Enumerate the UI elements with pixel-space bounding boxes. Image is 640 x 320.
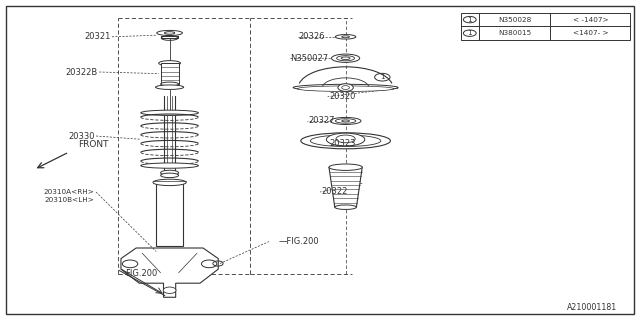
Ellipse shape bbox=[330, 117, 361, 124]
Ellipse shape bbox=[336, 135, 355, 143]
Ellipse shape bbox=[335, 205, 356, 210]
Text: 20322B: 20322B bbox=[66, 68, 98, 76]
Text: 1: 1 bbox=[467, 17, 472, 23]
Polygon shape bbox=[329, 167, 362, 207]
Text: 1: 1 bbox=[467, 30, 472, 36]
Ellipse shape bbox=[326, 133, 365, 146]
Ellipse shape bbox=[141, 110, 198, 116]
Text: 20326: 20326 bbox=[299, 32, 325, 41]
Circle shape bbox=[163, 287, 176, 293]
Text: < -1407>: < -1407> bbox=[573, 17, 608, 23]
Ellipse shape bbox=[335, 119, 356, 123]
Text: 20322: 20322 bbox=[321, 188, 348, 196]
Text: FRONT: FRONT bbox=[78, 140, 109, 149]
Ellipse shape bbox=[337, 56, 355, 61]
Text: N380015: N380015 bbox=[498, 30, 531, 36]
Ellipse shape bbox=[310, 135, 381, 147]
Ellipse shape bbox=[161, 82, 179, 86]
Ellipse shape bbox=[141, 163, 198, 168]
Ellipse shape bbox=[335, 35, 356, 39]
Text: 20321: 20321 bbox=[84, 32, 111, 41]
Text: 20327: 20327 bbox=[308, 116, 335, 125]
Text: FIG.200: FIG.200 bbox=[125, 269, 157, 278]
Text: 20330: 20330 bbox=[68, 132, 95, 140]
Text: N350028: N350028 bbox=[498, 17, 531, 23]
Circle shape bbox=[202, 260, 217, 268]
Ellipse shape bbox=[153, 179, 186, 186]
Text: —FIG.200: —FIG.200 bbox=[278, 237, 319, 246]
Ellipse shape bbox=[301, 133, 390, 149]
Text: 20323: 20323 bbox=[329, 139, 355, 148]
Ellipse shape bbox=[298, 86, 394, 92]
Text: 20320: 20320 bbox=[329, 92, 355, 101]
Ellipse shape bbox=[329, 164, 362, 171]
Text: A210001181: A210001181 bbox=[567, 303, 618, 312]
Ellipse shape bbox=[332, 54, 360, 62]
Circle shape bbox=[122, 260, 138, 268]
Text: 1: 1 bbox=[380, 74, 385, 80]
Ellipse shape bbox=[293, 84, 398, 91]
Bar bbox=[461, 13, 630, 40]
Bar bbox=[156, 182, 183, 246]
Circle shape bbox=[338, 84, 353, 92]
Polygon shape bbox=[121, 248, 218, 297]
Bar bbox=[161, 63, 179, 84]
Text: 20310B<LH>: 20310B<LH> bbox=[45, 197, 95, 203]
Ellipse shape bbox=[159, 61, 180, 66]
Text: N350027: N350027 bbox=[291, 54, 329, 63]
Text: 20310A<RH>: 20310A<RH> bbox=[44, 189, 95, 195]
Text: <1407- >: <1407- > bbox=[573, 30, 608, 36]
Ellipse shape bbox=[156, 85, 184, 90]
Ellipse shape bbox=[161, 173, 179, 178]
Ellipse shape bbox=[161, 170, 179, 175]
